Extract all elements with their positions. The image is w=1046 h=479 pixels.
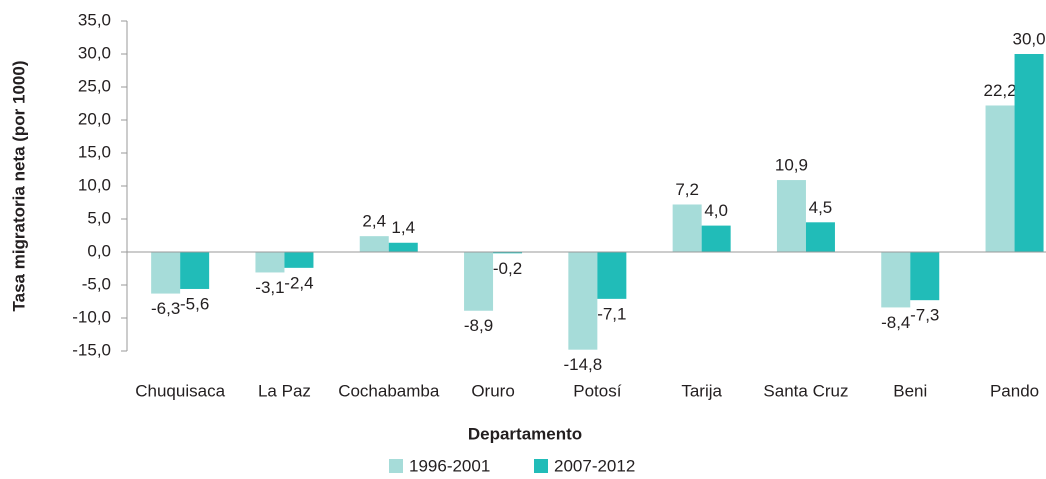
data-label: 30,0 bbox=[1013, 29, 1046, 48]
data-label: -7,1 bbox=[597, 304, 626, 323]
x-tick-label: Cochabamba bbox=[338, 381, 440, 400]
y-tick-label: 25,0 bbox=[78, 76, 111, 95]
y-tick-label: -15,0 bbox=[72, 340, 111, 359]
x-axis-title: Departamento bbox=[468, 424, 582, 443]
x-tick-label: Pando bbox=[990, 381, 1039, 400]
data-label: -3,1 bbox=[255, 278, 284, 297]
bar bbox=[464, 252, 494, 311]
x-tick-label: La Paz bbox=[258, 381, 311, 400]
legend-swatch bbox=[534, 459, 548, 473]
data-label: 1,4 bbox=[391, 218, 415, 237]
data-label: 10,9 bbox=[775, 156, 808, 175]
data-label: -5,6 bbox=[180, 294, 209, 313]
legend-label: 1996-2001 bbox=[409, 456, 490, 475]
data-label: -8,9 bbox=[464, 316, 493, 335]
bar bbox=[597, 252, 627, 299]
bar bbox=[776, 180, 806, 252]
y-tick-label: 20,0 bbox=[78, 109, 111, 128]
data-label: -2,4 bbox=[284, 273, 313, 292]
bar bbox=[359, 236, 389, 252]
x-tick-label: Chuquisaca bbox=[135, 381, 225, 400]
bar bbox=[493, 252, 523, 254]
y-tick-label: 30,0 bbox=[78, 43, 111, 62]
data-label: -0,2 bbox=[493, 259, 522, 278]
bar bbox=[985, 105, 1015, 252]
bar bbox=[568, 252, 598, 350]
bar bbox=[805, 222, 835, 252]
y-tick-label: 15,0 bbox=[78, 142, 111, 161]
bar bbox=[881, 252, 911, 308]
bar bbox=[180, 252, 210, 289]
x-tick-label: Potosí bbox=[573, 381, 621, 400]
bar bbox=[672, 204, 702, 252]
bar bbox=[284, 252, 314, 268]
data-label: -6,3 bbox=[151, 299, 180, 318]
data-label: -7,3 bbox=[910, 306, 939, 325]
bar bbox=[151, 252, 181, 294]
bar bbox=[701, 225, 731, 252]
x-tick-label: Tarija bbox=[681, 381, 722, 400]
bar bbox=[1014, 54, 1044, 252]
data-label: -14,8 bbox=[563, 355, 602, 374]
data-label: 4,0 bbox=[704, 201, 728, 220]
data-label: 4,5 bbox=[809, 198, 833, 217]
bar bbox=[255, 252, 285, 273]
x-tick-label: Santa Cruz bbox=[763, 381, 848, 400]
legend-swatch bbox=[389, 459, 403, 473]
x-tick-label: Beni bbox=[893, 381, 927, 400]
y-tick-label: 0,0 bbox=[87, 241, 111, 260]
bar bbox=[910, 252, 940, 301]
y-tick-label: 5,0 bbox=[87, 208, 111, 227]
data-label: 22,2 bbox=[984, 81, 1017, 100]
x-tick-label: Oruro bbox=[471, 381, 514, 400]
y-axis-title: Tasa migratoria neta (por 1000) bbox=[9, 61, 28, 312]
legend-label: 2007-2012 bbox=[554, 456, 635, 475]
data-label: -8,4 bbox=[881, 313, 910, 332]
y-tick-label: -10,0 bbox=[72, 307, 111, 326]
data-label: 2,4 bbox=[362, 212, 386, 231]
y-tick-label: -5,0 bbox=[82, 274, 111, 293]
data-label: 7,2 bbox=[675, 180, 699, 199]
y-tick-label: 35,0 bbox=[78, 10, 111, 29]
bar bbox=[388, 242, 418, 252]
y-tick-label: 10,0 bbox=[78, 175, 111, 194]
